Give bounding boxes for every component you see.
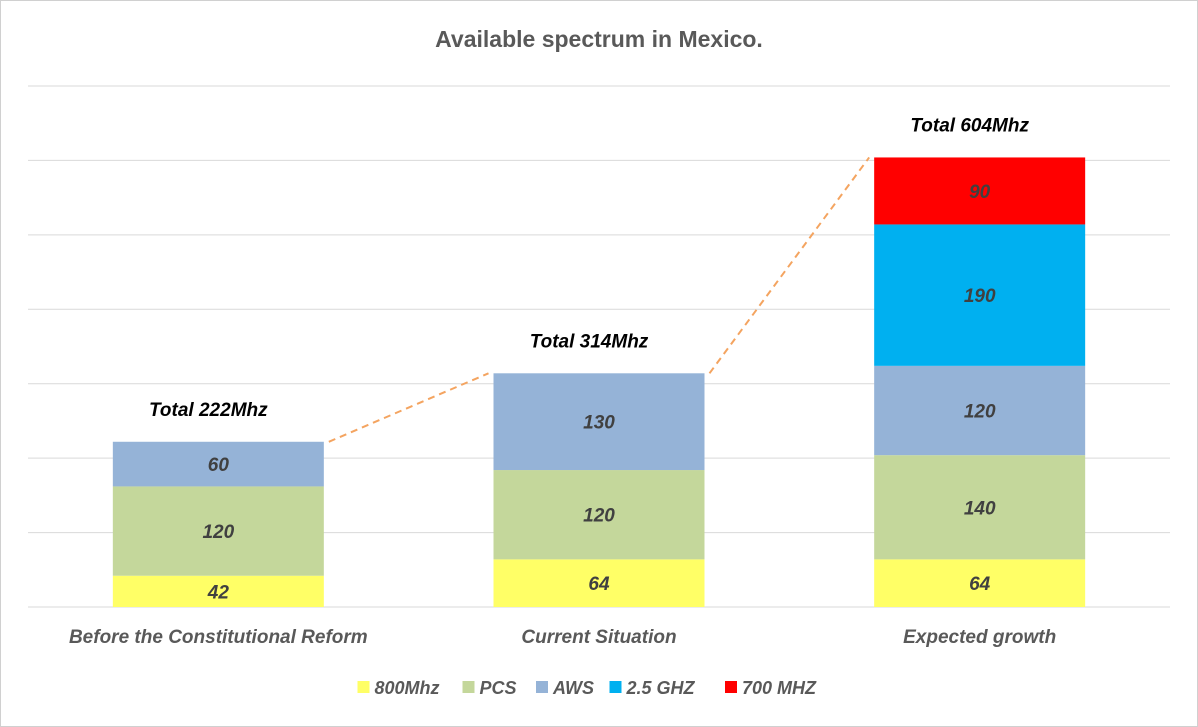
connector-line [328,372,489,443]
legend-label: PCS [480,678,517,698]
bar-segment [493,373,705,471]
total-label: Total 604Mhz [910,115,1029,136]
legend-swatch [609,681,622,693]
legend-label: AWS [552,678,594,698]
bar-segment [874,455,1086,560]
data-label: 120 [583,506,615,527]
bar-segment [874,559,1086,607]
legend-label: 2.5 GHZ [626,678,696,698]
data-label: 90 [969,182,991,203]
bar-segment [112,441,324,487]
legend-label: 800Mhz [375,678,440,698]
connector-line [708,156,870,374]
data-label: 120 [202,522,234,543]
bar-segment [874,224,1086,366]
bar-segment [874,365,1086,456]
bar-segment [112,575,324,607]
data-label: 190 [964,286,996,307]
x-tick-label: Before the Constitutional Reform [69,627,368,648]
bar-segment [112,486,324,576]
legend-swatch [725,681,737,693]
legend-label: 700 MHZ [742,678,817,698]
legend-swatch [357,681,370,693]
data-label: 42 [207,582,230,603]
bar-segment [874,157,1086,225]
data-label: 130 [583,413,615,434]
legend-swatch [462,681,475,693]
chart-title: Available spectrum in Mexico. [435,26,763,52]
bar-segment [493,559,705,607]
x-tick-label: Current Situation [521,627,676,648]
data-label: 140 [964,498,996,519]
legend-swatch [536,681,548,693]
data-label: 120 [964,402,996,423]
data-label: 60 [208,455,230,476]
bar-segment [493,470,705,560]
x-tick-label: Expected growth [903,627,1056,648]
total-label: Total 222Mhz [149,400,268,421]
data-label: 64 [969,574,991,595]
total-label: Total 314Mhz [530,331,649,352]
data-label: 64 [588,574,610,595]
